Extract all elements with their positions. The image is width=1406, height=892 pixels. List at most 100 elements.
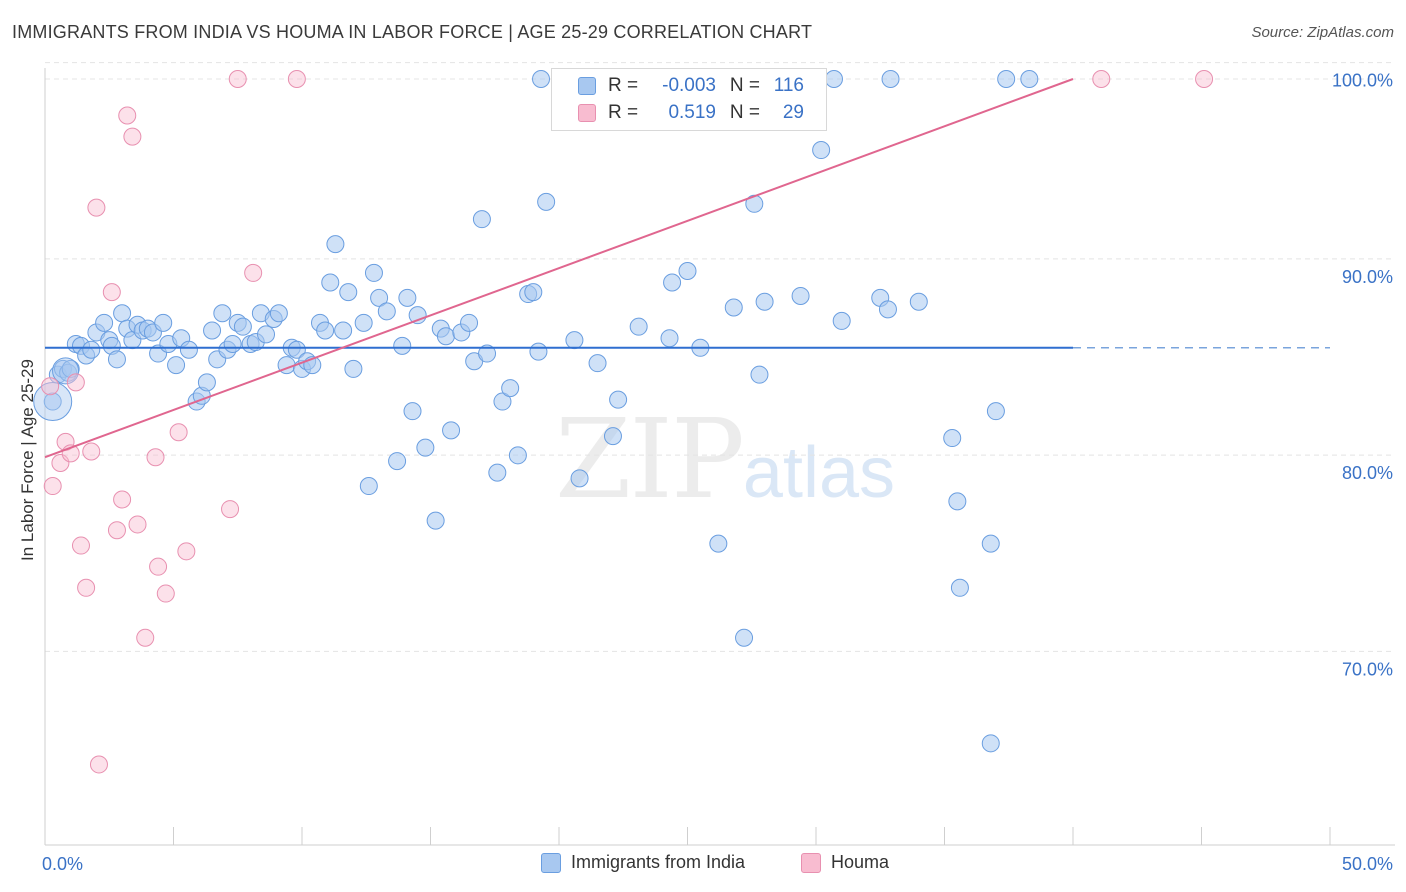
data-point-india <box>287 340 306 359</box>
data-point-india <box>388 452 407 471</box>
data-point-india <box>881 70 900 88</box>
data-point-houma <box>1195 70 1214 88</box>
data-point-india <box>398 288 417 307</box>
data-point-india <box>588 354 607 373</box>
data-point-india <box>403 402 422 421</box>
data-point-houma <box>128 515 147 534</box>
bottom-legend-india: Immigrants from India <box>541 852 745 873</box>
data-point-india <box>203 321 222 340</box>
legend-n-value: 116 <box>773 75 804 96</box>
data-point-india <box>321 273 340 292</box>
y-tick-label: 90.0% <box>1342 267 1393 287</box>
data-point-india <box>339 283 358 302</box>
data-point-india <box>724 298 743 317</box>
grid <box>45 62 1395 652</box>
data-point-india <box>508 446 527 465</box>
data-point-houma <box>43 477 62 496</box>
data-point-india <box>107 350 126 369</box>
data-point-houma <box>244 263 263 282</box>
data-point-india <box>609 390 628 409</box>
trend-line-houma <box>44 78 1074 459</box>
data-point-india <box>442 421 461 440</box>
data-point-india <box>629 317 648 336</box>
data-point-india <box>233 317 252 336</box>
series-india-points <box>33 70 1039 753</box>
data-point-india <box>113 304 132 323</box>
data-point-houma <box>113 490 132 509</box>
data-point-houma <box>221 500 240 519</box>
source-label: Source: ZipAtlas.com <box>1251 24 1394 41</box>
data-point-houma <box>87 198 106 217</box>
data-point-houma <box>102 283 121 302</box>
data-point-india <box>359 477 378 496</box>
data-point-india <box>377 302 396 321</box>
data-point-india <box>460 313 479 332</box>
data-point-india <box>370 288 389 307</box>
data-point-india <box>416 438 435 457</box>
watermark: ZIPatlas <box>555 395 895 523</box>
data-point-india <box>678 262 697 280</box>
correlation-legend: R = -0.003 N = 116 R = 0.519 N = 29 <box>551 68 827 131</box>
data-point-houma <box>77 578 96 597</box>
data-point-india <box>791 286 810 305</box>
data-point-india <box>812 141 831 160</box>
data-point-india <box>532 70 551 88</box>
watermark-zip: ZIP <box>555 395 745 523</box>
data-point-houma <box>118 106 137 125</box>
legend-row-india: R = -0.003 N = 116 <box>552 73 804 99</box>
legend-swatch-houma <box>578 104 596 122</box>
data-point-india <box>660 329 679 348</box>
data-point-india <box>43 392 62 411</box>
data-point-india <box>824 70 843 88</box>
legend-n-value: 29 <box>782 102 804 123</box>
y-tick-label: 70.0% <box>1342 659 1393 679</box>
data-point-india <box>524 283 543 302</box>
data-point-india <box>257 325 276 344</box>
data-point-india <box>832 311 851 330</box>
data-point-india <box>472 210 491 229</box>
legend-row-houma: R = 0.519 N = 29 <box>552 100 804 126</box>
data-point-india <box>478 344 497 363</box>
data-point-india <box>154 313 173 332</box>
data-point-india <box>167 356 186 375</box>
data-point-india <box>213 304 232 323</box>
data-point-india <box>948 492 967 511</box>
legend-r-label: R = <box>608 75 639 96</box>
legend-swatch-india <box>578 77 596 95</box>
data-point-houma <box>71 536 90 555</box>
data-point-india <box>33 382 73 422</box>
bottom-legend-label-houma: Houma <box>831 852 890 872</box>
chart-title: IMMIGRANTS FROM INDIA VS HOUMA IN LABOR … <box>12 22 813 42</box>
data-point-india <box>537 192 556 211</box>
data-point-india <box>269 304 288 323</box>
legend-r-label: R = <box>608 102 639 123</box>
data-point-india <box>82 340 101 359</box>
data-point-india <box>426 511 445 530</box>
legend-r-value: 0.519 <box>668 102 716 123</box>
axes <box>44 68 1395 846</box>
legend-n-label: N = <box>729 75 760 96</box>
x-tick-label: 0.0% <box>42 854 83 874</box>
data-point-india <box>755 292 774 311</box>
data-point-india <box>986 402 1005 421</box>
data-point-india <box>364 263 383 282</box>
data-point-india <box>316 321 335 340</box>
data-point-india <box>981 534 1000 553</box>
data-point-houma <box>156 584 175 603</box>
data-point-india <box>663 273 682 292</box>
data-point-india <box>488 463 507 482</box>
data-point-houma <box>169 423 188 442</box>
data-point-india <box>570 469 589 488</box>
data-point-india <box>878 300 897 319</box>
legend-r-value: -0.003 <box>662 75 716 96</box>
data-point-india <box>197 373 216 392</box>
data-point-india <box>501 379 520 398</box>
data-point-india <box>529 342 548 361</box>
data-point-india <box>344 359 363 378</box>
data-point-houma <box>228 70 247 88</box>
series-houma-points <box>41 70 1214 774</box>
data-point-houma <box>66 373 85 392</box>
data-point-india <box>565 331 584 350</box>
legend-n-label: N = <box>729 102 760 123</box>
